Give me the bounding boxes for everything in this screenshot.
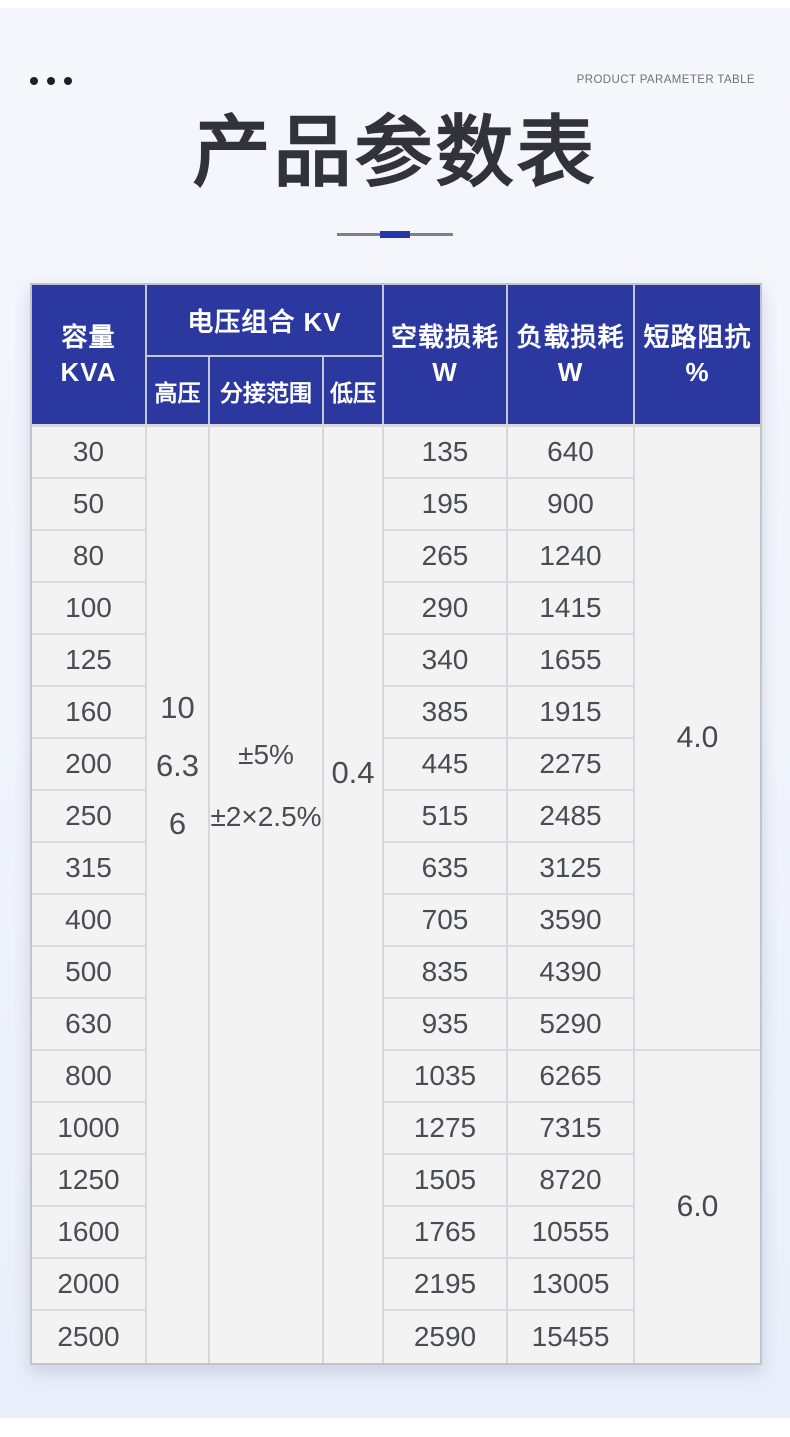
no-load-loss-cell: 1505 xyxy=(384,1155,506,1207)
header-load-loss-line1: 负载损耗 xyxy=(516,321,625,352)
table-header: 容量 KVA 电压组合 KV 高压 分接范围 低压 空载损耗 W 负载损耗 W xyxy=(32,285,760,424)
header-impedance: 短路阻抗 % xyxy=(635,285,760,424)
no-load-loss-cell: 1275 xyxy=(384,1103,506,1155)
capacity-cell: 30 xyxy=(32,427,145,479)
load-loss-cell: 1915 xyxy=(508,687,633,739)
divider-accent xyxy=(380,231,410,238)
content-panel: PRODUCT PARAMETER TABLE 产品参数表 容量 KVA 电压组… xyxy=(0,8,790,1418)
load-loss-column: 640 900 1240 1415 1655 1915 2275 2485 3125 3590 43… xyxy=(508,427,635,1363)
header-capacity-line2: KVA xyxy=(60,356,117,387)
capacity-cell: 80 xyxy=(32,531,145,583)
load-loss-cell: 15455 xyxy=(531,1321,610,1352)
header-tap-range: 分接范围 xyxy=(210,357,324,424)
no-load-loss-cell: 935 xyxy=(384,999,506,1051)
header-high-voltage: 高压 xyxy=(147,357,210,424)
capacity-column: 30 50 80 100 125 160 200 250 315 400 500 630 800 1000… xyxy=(32,427,147,1363)
no-load-loss-cell: 1765 xyxy=(384,1207,506,1259)
load-loss-cell: 8720 xyxy=(508,1155,633,1207)
page-title: 产品参数表 xyxy=(192,108,598,196)
high-voltage-value: 6.3 xyxy=(155,748,200,783)
dot-icon xyxy=(30,77,38,85)
capacity-cell: 630 xyxy=(32,999,145,1051)
header-no-load-loss: 空载损耗 W xyxy=(384,285,508,424)
header-impedance-line2: % xyxy=(685,356,710,387)
load-loss-cell: 5290 xyxy=(508,999,633,1051)
no-load-loss-cell: 135 xyxy=(384,427,506,479)
no-load-loss-cell: 195 xyxy=(384,479,506,531)
no-load-loss-cell: 1035 xyxy=(384,1051,506,1103)
table-body: 30 50 80 100 125 160 200 250 315 400 500 630 800 1000… xyxy=(32,424,760,1363)
load-loss-cell: 13005 xyxy=(508,1259,633,1311)
no-load-loss-cell: 290 xyxy=(384,583,506,635)
capacity-cell: 2000 xyxy=(32,1259,145,1311)
load-loss-cell: 10555 xyxy=(508,1207,633,1259)
header-load-loss-line2: W xyxy=(557,356,584,387)
header-voltage-combo: 电压组合 KV xyxy=(147,285,382,357)
capacity-cell: 1250 xyxy=(32,1155,145,1207)
capacity-cell: 1000 xyxy=(32,1103,145,1155)
no-load-loss-cell: 340 xyxy=(384,635,506,687)
load-loss-cell: 900 xyxy=(508,479,633,531)
no-load-loss-cell: 385 xyxy=(384,687,506,739)
impedance-value: 4.0 xyxy=(635,427,760,1051)
dot-icon xyxy=(64,77,72,85)
no-load-loss-cell: 515 xyxy=(384,791,506,843)
header-voltage-group: 电压组合 KV 高压 分接范围 低压 xyxy=(147,285,384,424)
dot-icon xyxy=(47,77,55,85)
header-capacity-line1: 容量 xyxy=(61,321,116,352)
capacity-cell: 500 xyxy=(32,947,145,999)
capacity-cell: 200 xyxy=(32,739,145,791)
low-voltage-column: 0.4 xyxy=(324,427,384,1363)
capacity-cell: 315 xyxy=(32,843,145,895)
capacity-cell: 160 xyxy=(32,687,145,739)
header-no-load-loss-line2: W xyxy=(432,356,458,387)
capacity-cell: 100 xyxy=(32,583,145,635)
impedance-value: 6.0 xyxy=(676,1190,719,1223)
load-loss-cell: 1240 xyxy=(508,531,633,583)
capacity-cell: 800 xyxy=(32,1051,145,1103)
capacity-cell: 1600 xyxy=(32,1207,145,1259)
load-loss-cell: 1415 xyxy=(508,583,633,635)
load-loss-cell: 640 xyxy=(508,427,633,479)
header-low-voltage: 低压 xyxy=(330,379,376,406)
load-loss-cell: 3125 xyxy=(508,843,633,895)
tap-range-value: ±5% xyxy=(238,739,294,770)
no-load-loss-column: 135 195 265 290 340 385 445 515 635 705 835 935 1035… xyxy=(384,427,508,1363)
load-loss-cell: 7315 xyxy=(508,1103,633,1155)
no-load-loss-cell: 445 xyxy=(384,739,506,791)
load-loss-cell: 3590 xyxy=(508,895,633,947)
capacity-cell: 2500 xyxy=(57,1321,120,1352)
header-load-loss: 负载损耗 W xyxy=(508,285,635,424)
capacity-cell: 250 xyxy=(32,791,145,843)
header-voltage-subrow: 高压 分接范围 低压 xyxy=(147,357,382,424)
dots-decoration-icon xyxy=(30,77,72,85)
no-load-loss-cell: 835 xyxy=(384,947,506,999)
no-load-loss-cell: 265 xyxy=(384,531,506,583)
low-voltage-value: 0.4 xyxy=(331,755,375,790)
header-no-load-loss-line1: 空载损耗 xyxy=(390,321,499,352)
load-loss-cell: 2275 xyxy=(508,739,633,791)
no-load-loss-cell: 635 xyxy=(384,843,506,895)
header-impedance-line1: 短路阻抗 xyxy=(643,321,752,352)
capacity-cell: 50 xyxy=(32,479,145,531)
load-loss-cell: 6265 xyxy=(508,1051,633,1103)
load-loss-cell: 4390 xyxy=(508,947,633,999)
impedance-column: 4.0 6.0 xyxy=(635,427,760,1363)
no-load-loss-cell: 705 xyxy=(384,895,506,947)
eyebrow-text: PRODUCT PARAMETER TABLE xyxy=(576,74,755,86)
title-divider xyxy=(337,231,453,238)
capacity-cell: 125 xyxy=(32,635,145,687)
tap-range-column: ±5% ±2×2.5% xyxy=(210,427,324,1363)
no-load-loss-cell: 2195 xyxy=(384,1259,506,1311)
parameter-table: 容量 KVA 电压组合 KV 高压 分接范围 低压 空载损耗 W 负载损耗 W xyxy=(30,283,762,1365)
capacity-cell: 400 xyxy=(32,895,145,947)
high-voltage-column: 10 6.3 6 xyxy=(147,427,210,1363)
load-loss-cell: 2485 xyxy=(508,791,633,843)
high-voltage-value: 6 xyxy=(168,806,187,841)
tap-range-value: ±2×2.5% xyxy=(210,801,322,832)
load-loss-cell: 1655 xyxy=(508,635,633,687)
high-voltage-value: 10 xyxy=(160,690,195,725)
no-load-loss-cell: 2590 xyxy=(413,1321,477,1352)
header-capacity: 容量 KVA xyxy=(32,285,147,424)
